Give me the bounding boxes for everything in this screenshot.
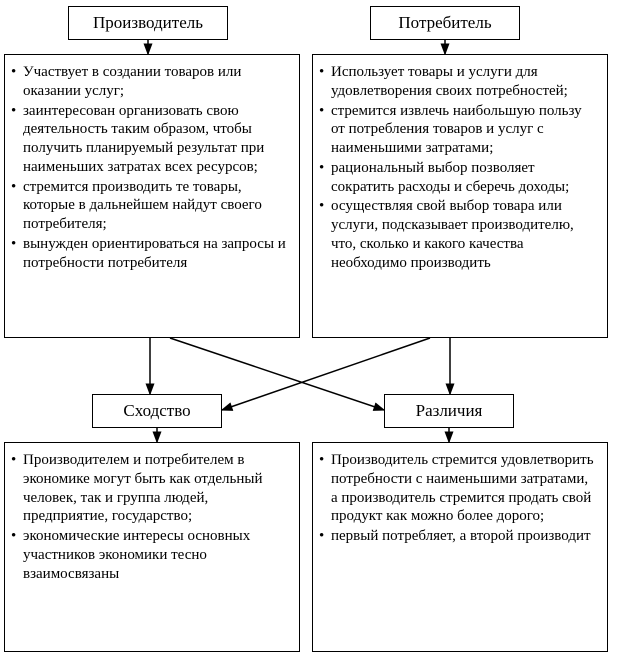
list-item: рациональный выбор позволяет сократить р…	[319, 159, 597, 197]
difference-header-box: Различия	[384, 394, 514, 428]
consumer-header-label: Потребитель	[398, 13, 491, 32]
list-item: заинтересован организовать свою деятельн…	[11, 102, 289, 177]
similarity-body-box: Производителем и потребителем в экономик…	[4, 442, 300, 652]
consumer-list: Использует товары и услуги для удовлетво…	[319, 63, 597, 272]
similarity-header-box: Сходство	[92, 394, 222, 428]
list-item: экономические интересы основных участник…	[11, 527, 289, 583]
list-item: стремится производить те товары, которые…	[11, 178, 289, 234]
list-item: вынужден ориентироваться на запросы и по…	[11, 235, 289, 273]
list-item: Использует товары и услуги для удовлетво…	[319, 63, 597, 101]
producer-header-label: Производитель	[93, 13, 203, 32]
difference-list: Производитель стремится удовлетворить по…	[319, 451, 597, 546]
consumer-header-box: Потребитель	[370, 6, 520, 40]
list-item: первый потребляет, а второй производит	[319, 527, 597, 546]
producer-body-box: Участвует в создании товаров или оказани…	[4, 54, 300, 338]
consumer-body-box: Использует товары и услуги для удовлетво…	[312, 54, 608, 338]
list-item: Производитель стремится удовлетворить по…	[319, 451, 597, 526]
producer-list: Участвует в создании товаров или оказани…	[11, 63, 289, 272]
similarity-header-label: Сходство	[123, 401, 190, 420]
similarity-list: Производителем и потребителем в экономик…	[11, 451, 289, 583]
producer-header-box: Производитель	[68, 6, 228, 40]
list-item: стремится извлечь наибольшую пользу от п…	[319, 102, 597, 158]
difference-body-box: Производитель стремится удовлетворить по…	[312, 442, 608, 652]
list-item: осуществляя свой выбор товара или услуги…	[319, 197, 597, 272]
difference-header-label: Различия	[416, 401, 483, 420]
list-item: Производителем и потребителем в экономик…	[11, 451, 289, 526]
list-item: Участвует в создании товаров или оказани…	[11, 63, 289, 101]
